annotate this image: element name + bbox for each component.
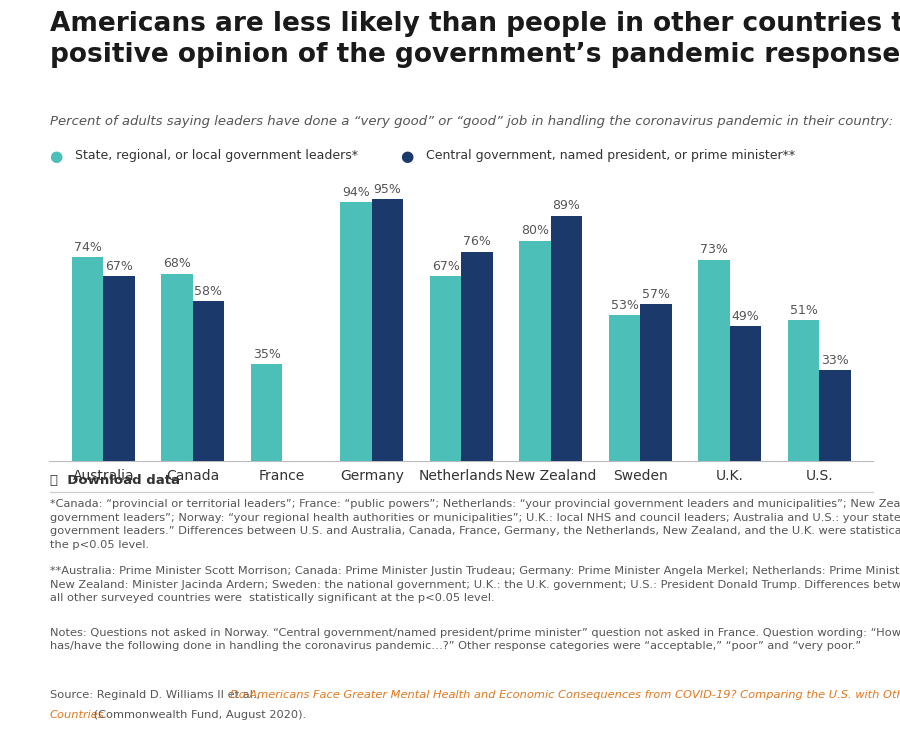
Bar — [72, 257, 104, 461]
Bar — [340, 202, 372, 461]
Text: 67%: 67% — [432, 260, 460, 273]
Text: 73%: 73% — [700, 244, 728, 256]
Text: 67%: 67% — [105, 260, 133, 273]
Text: 95%: 95% — [374, 183, 401, 196]
Text: 57%: 57% — [642, 288, 670, 300]
Text: **Australia: Prime Minister Scott Morrison; Canada: Prime Minister Justin Trudea: **Australia: Prime Minister Scott Morris… — [50, 566, 900, 603]
Text: (Commonwealth Fund, August 2020).: (Commonwealth Fund, August 2020). — [90, 710, 306, 720]
Text: 35%: 35% — [253, 348, 281, 361]
Text: State, regional, or local government leaders*: State, regional, or local government lea… — [75, 149, 357, 161]
Text: 80%: 80% — [521, 224, 549, 237]
Bar — [462, 252, 492, 461]
Text: 76%: 76% — [463, 236, 491, 248]
Bar — [519, 241, 551, 461]
Text: Percent of adults saying leaders have done a “very good” or “good” job in handli: Percent of adults saying leaders have do… — [50, 115, 893, 128]
Bar — [551, 215, 582, 461]
Bar — [819, 370, 850, 461]
Bar — [609, 315, 640, 461]
Text: 89%: 89% — [553, 199, 580, 212]
Text: 94%: 94% — [342, 186, 370, 198]
Bar — [251, 364, 283, 461]
Text: 58%: 58% — [194, 285, 222, 298]
Text: Americans are less likely than people in other countries to have a
positive opin: Americans are less likely than people in… — [50, 11, 900, 68]
Bar — [193, 301, 224, 461]
Text: 53%: 53% — [611, 299, 638, 311]
Bar — [104, 276, 134, 461]
Bar — [430, 276, 462, 461]
Bar — [161, 273, 193, 461]
Bar — [372, 199, 403, 461]
Text: ⤓  Download data: ⤓ Download data — [50, 474, 179, 487]
Text: Source: Reginald D. Williams II et al.,: Source: Reginald D. Williams II et al., — [50, 690, 263, 699]
Text: 51%: 51% — [789, 304, 817, 317]
Text: Do Americans Face Greater Mental Health and Economic Consequences from COVID-19?: Do Americans Face Greater Mental Health … — [230, 690, 900, 699]
Bar — [640, 304, 671, 461]
Text: Central government, named president, or prime minister**: Central government, named president, or … — [426, 149, 795, 161]
Text: Notes: Questions not asked in Norway. “Central government/named president/prime : Notes: Questions not asked in Norway. “C… — [50, 628, 900, 652]
Bar — [788, 320, 819, 461]
Bar — [698, 260, 730, 461]
Bar — [730, 326, 761, 461]
Text: Countries: Countries — [50, 710, 104, 720]
Text: 49%: 49% — [732, 310, 760, 322]
Text: 68%: 68% — [163, 257, 191, 270]
Text: *Canada: “provincial or territorial leaders”; France: “public powers”; Netherlan: *Canada: “provincial or territorial lead… — [50, 499, 900, 550]
Text: 33%: 33% — [821, 354, 849, 366]
Text: 74%: 74% — [74, 241, 102, 253]
Text: ●: ● — [50, 149, 63, 163]
Text: ●: ● — [400, 149, 414, 163]
